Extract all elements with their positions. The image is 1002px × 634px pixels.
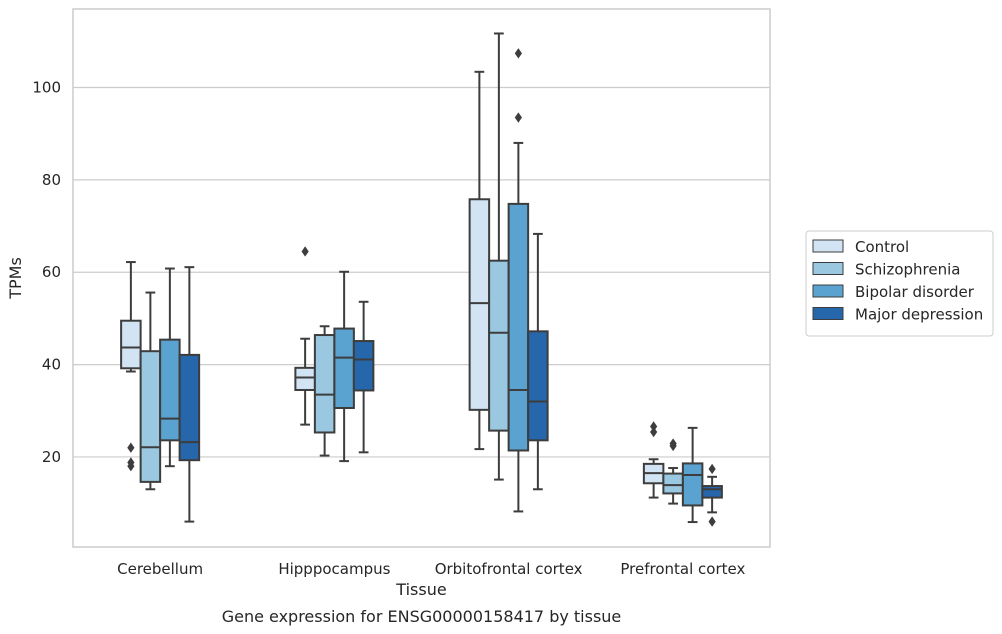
box-iqr (139, 350, 162, 483)
x-axis-label: Tissue (395, 580, 446, 599)
legend-label: Control (855, 238, 909, 256)
y-tick-label: 40 (42, 356, 61, 374)
box-control (642, 421, 665, 499)
legend-swatch (812, 239, 844, 253)
box-major-depression (178, 266, 201, 523)
x-tick-label: Cerebellum (117, 560, 203, 578)
legend-label: Bipolar disorder (855, 283, 975, 301)
box-iqr (701, 485, 723, 499)
box-iqr (294, 366, 316, 391)
x-tick-label: Prefrontal cortex (620, 560, 745, 578)
legend-frame (805, 230, 994, 337)
box-bipolar-disorder (681, 426, 704, 524)
y-tick-label: 80 (42, 171, 61, 189)
plot-area-frame (72, 8, 771, 548)
box-iqr (662, 472, 684, 495)
box-iqr (159, 338, 181, 442)
box-control (468, 70, 491, 451)
outlier-point (708, 516, 716, 527)
x-axis-ticks: Cerebellum Hipppocampus Orbitofrontal cort… (117, 560, 745, 578)
box-iqr (178, 353, 201, 462)
outlier-point (514, 48, 522, 59)
legend-label: Schizophrenia (855, 261, 960, 279)
box-iqr (527, 330, 549, 442)
box-major-depression (527, 232, 549, 491)
outlier-point (127, 460, 135, 472)
box-iqr (681, 462, 704, 507)
y-axis-label: TPMs (6, 257, 25, 300)
box-iqr (507, 202, 530, 452)
box-control (294, 246, 316, 426)
legend-swatch (812, 262, 844, 275)
y-tick-label: 100 (32, 79, 61, 97)
x-tick-label: Hipppocampus (278, 560, 390, 578)
outlier-point (301, 246, 309, 257)
box-schizophrenia (139, 291, 162, 491)
box-schizophrenia (488, 32, 510, 481)
outlier-point (127, 442, 135, 453)
legend-swatch (812, 307, 844, 320)
chart-caption: Gene expression for ENSG00000158417 by t… (222, 607, 622, 626)
outlier-point (669, 440, 677, 452)
outlier-point (650, 421, 658, 432)
outlier-point (514, 112, 522, 123)
legend-swatch (812, 284, 844, 298)
box-iqr (352, 340, 375, 392)
box-schizophrenia (313, 325, 336, 457)
box-series (120, 32, 723, 527)
box-iqr (468, 198, 491, 411)
y-tick-label: 60 (42, 263, 61, 281)
y-tick-label: 20 (42, 448, 61, 466)
box-major-depression (352, 300, 375, 454)
box-iqr (488, 259, 510, 432)
box-iqr (313, 334, 336, 434)
legend-label: Major depression (855, 306, 983, 324)
box-iqr (333, 327, 355, 409)
box-bipolar-disorder (507, 48, 530, 513)
box-bipolar-disorder (333, 270, 355, 463)
box-bipolar-disorder (159, 267, 181, 468)
box-control (120, 261, 142, 472)
outlier-point (650, 426, 658, 438)
x-tick-label: Orbitofrontal cortex (435, 560, 583, 578)
outlier-point (708, 463, 716, 475)
box-major-depression (701, 463, 723, 527)
legend: Control Schizophrenia Bipolar disorder Majo… (805, 230, 994, 337)
y-axis-ticks: 20 40 60 80 100 (32, 79, 61, 466)
box-iqr (120, 319, 142, 370)
box-schizophrenia (662, 438, 684, 505)
